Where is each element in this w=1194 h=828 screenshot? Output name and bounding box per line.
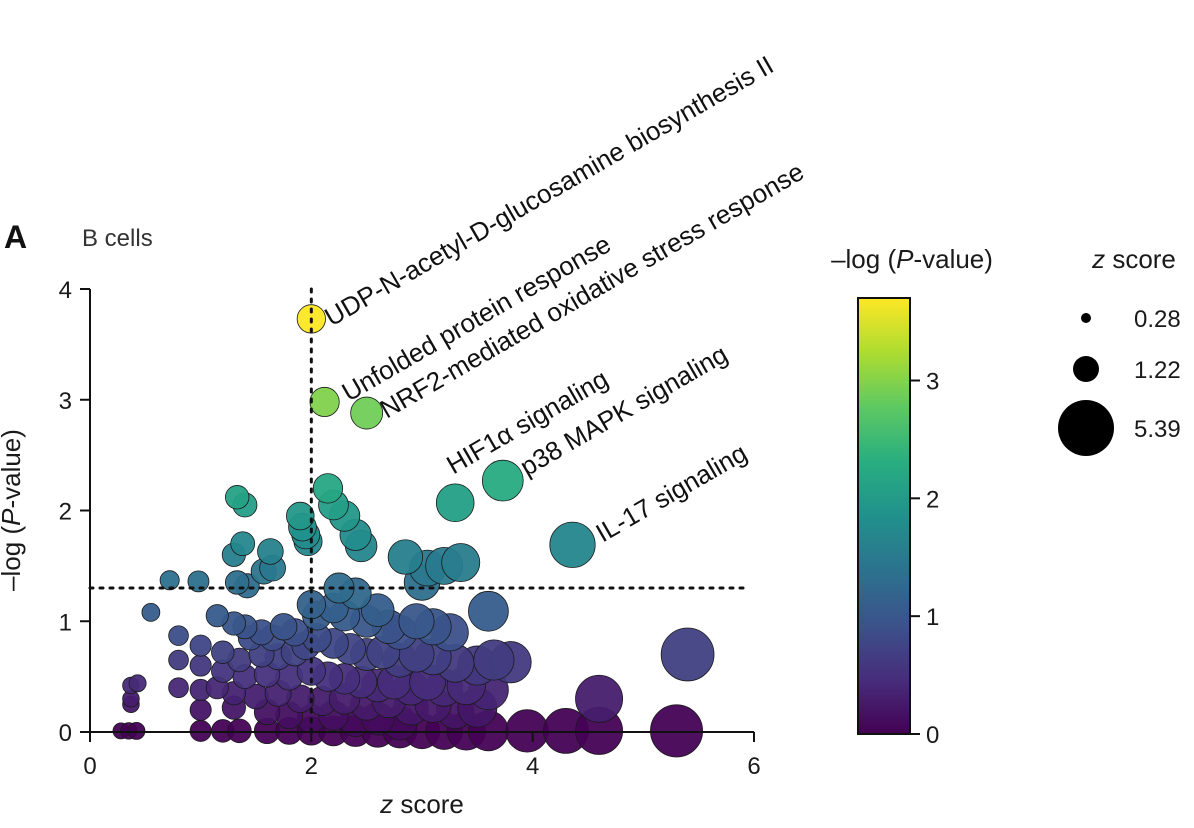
data-point: [505, 709, 549, 753]
size-legend-label: 1.22: [1134, 357, 1181, 384]
data-point: [211, 640, 235, 664]
data-point: [189, 654, 212, 677]
x-tick-label: 2: [305, 753, 318, 780]
data-point: [189, 634, 212, 657]
colorbar-tick-label: 1: [926, 604, 939, 631]
colorbar-tick-label: 3: [926, 368, 939, 395]
panel-label: A: [4, 219, 27, 255]
data-point: [128, 674, 147, 693]
data-point: [127, 721, 146, 740]
data-point: [350, 396, 384, 430]
size-legend-title-rest: score: [1105, 244, 1176, 274]
data-point: [473, 639, 515, 681]
data-point: [398, 603, 435, 640]
colorbar-tick-label: 0: [926, 722, 939, 749]
colorbar-ticks: 0 1 2 3: [910, 368, 939, 749]
size-legend: 0.28 1.22 5.39: [1058, 306, 1181, 456]
data-point: [224, 570, 250, 595]
y-tick-label: 2: [59, 499, 72, 526]
size-legend-marker: [1058, 400, 1114, 456]
y-tick-label: 3: [59, 388, 72, 415]
colorbar-title-post: -value): [913, 244, 992, 274]
y-axis-title-post: -value): [0, 429, 26, 508]
threshold-lines: [88, 285, 748, 734]
data-point: [441, 543, 481, 583]
size-legend-label: 0.28: [1134, 306, 1181, 333]
colorbar-title-italic: P: [896, 244, 914, 274]
y-axis-title: –log (P-value): [0, 429, 26, 591]
data-point: [269, 613, 298, 641]
x-axis-title-rest: score: [393, 789, 464, 819]
colorbar: [857, 297, 911, 735]
size-legend-marker: [1081, 313, 1091, 323]
y-tick-label: 4: [59, 277, 72, 304]
size-legend-label: 5.39: [1134, 416, 1181, 443]
data-points: [112, 304, 715, 758]
x-axis-title-italic: z: [379, 789, 393, 819]
data-point: [168, 677, 189, 698]
data-point: [435, 483, 475, 523]
data-point: [296, 590, 326, 620]
data-point: [312, 473, 344, 504]
x-tick-label: 0: [83, 753, 96, 780]
y-tick-label: 1: [59, 609, 72, 636]
data-point: [468, 590, 509, 632]
data-point: [309, 386, 340, 417]
data-point: [286, 501, 315, 531]
x-axis-title: z score: [379, 789, 464, 819]
data-point: [387, 539, 424, 575]
data-point: [224, 485, 250, 510]
size-legend-title: z score: [1091, 244, 1176, 274]
data-point: [189, 719, 212, 742]
y-axis-title-pre: –log (: [0, 526, 26, 591]
colorbar-title-pre: –log (: [831, 244, 896, 274]
y-tick-label: 0: [59, 720, 72, 747]
x-tick-label: 4: [526, 753, 539, 780]
data-point: [205, 604, 229, 628]
data-point: [141, 603, 161, 622]
x-tick-label: 6: [747, 753, 760, 780]
data-point: [189, 698, 212, 721]
data-point: [360, 593, 395, 627]
data-point: [549, 521, 596, 568]
point-annotation: IL-17 signaling: [591, 437, 752, 548]
y-axis-title-italic: P: [0, 508, 26, 526]
size-legend-marker: [1073, 356, 1099, 382]
axes: 0 2 4 6 0 1 2 3 4: [59, 277, 761, 780]
data-point: [168, 625, 189, 646]
data-point: [168, 649, 189, 671]
chart-subtitle: B cells: [82, 225, 153, 252]
data-point: [660, 627, 715, 682]
data-point: [159, 570, 180, 591]
data-point: [481, 459, 524, 502]
data-point: [575, 674, 624, 723]
point-annotations: UDP-N-acetyl-D-glucosamine biosynthesis …: [319, 50, 809, 548]
data-point: [650, 704, 704, 758]
size-legend-title-italic: z: [1091, 244, 1105, 274]
data-point: [227, 718, 252, 744]
colorbar-title: –log (P-value): [831, 244, 993, 274]
data-point: [230, 531, 256, 557]
colorbar-tick-label: 2: [926, 486, 939, 513]
data-point: [257, 538, 284, 565]
